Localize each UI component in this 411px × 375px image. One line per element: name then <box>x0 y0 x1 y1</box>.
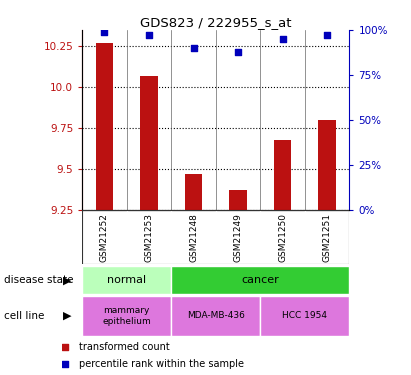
Bar <box>260 296 349 336</box>
Bar <box>171 296 260 336</box>
Bar <box>171 266 349 294</box>
Bar <box>140 76 158 210</box>
Text: cell line: cell line <box>4 311 44 321</box>
Text: GSM21251: GSM21251 <box>323 213 332 262</box>
Text: cancer: cancer <box>241 275 279 285</box>
Text: mammary
epithelium: mammary epithelium <box>102 306 151 326</box>
Bar <box>82 266 171 294</box>
Point <box>279 36 286 42</box>
Point <box>324 32 330 38</box>
Bar <box>318 120 336 210</box>
Text: HCC 1954: HCC 1954 <box>282 311 327 320</box>
Text: GSM21252: GSM21252 <box>100 213 109 262</box>
Bar <box>82 296 171 336</box>
Text: GSM21249: GSM21249 <box>233 213 242 262</box>
Point <box>101 29 108 35</box>
Point <box>190 45 197 51</box>
Point <box>61 344 68 350</box>
Text: GSM21248: GSM21248 <box>189 213 198 262</box>
Point <box>235 49 241 55</box>
Text: GSM21250: GSM21250 <box>278 213 287 262</box>
Bar <box>95 43 113 210</box>
Text: GSM21253: GSM21253 <box>145 213 153 262</box>
Text: ▶: ▶ <box>63 311 72 321</box>
Text: disease state: disease state <box>4 275 74 285</box>
Text: MDA-MB-436: MDA-MB-436 <box>187 311 245 320</box>
Text: normal: normal <box>107 275 146 285</box>
Point <box>146 32 152 38</box>
Title: GDS823 / 222955_s_at: GDS823 / 222955_s_at <box>140 16 291 29</box>
Text: transformed count: transformed count <box>79 342 170 352</box>
Bar <box>229 190 247 210</box>
Bar <box>185 174 203 210</box>
Bar <box>274 140 291 210</box>
Text: percentile rank within the sample: percentile rank within the sample <box>79 359 244 369</box>
Point <box>61 361 68 367</box>
Text: ▶: ▶ <box>63 275 72 285</box>
